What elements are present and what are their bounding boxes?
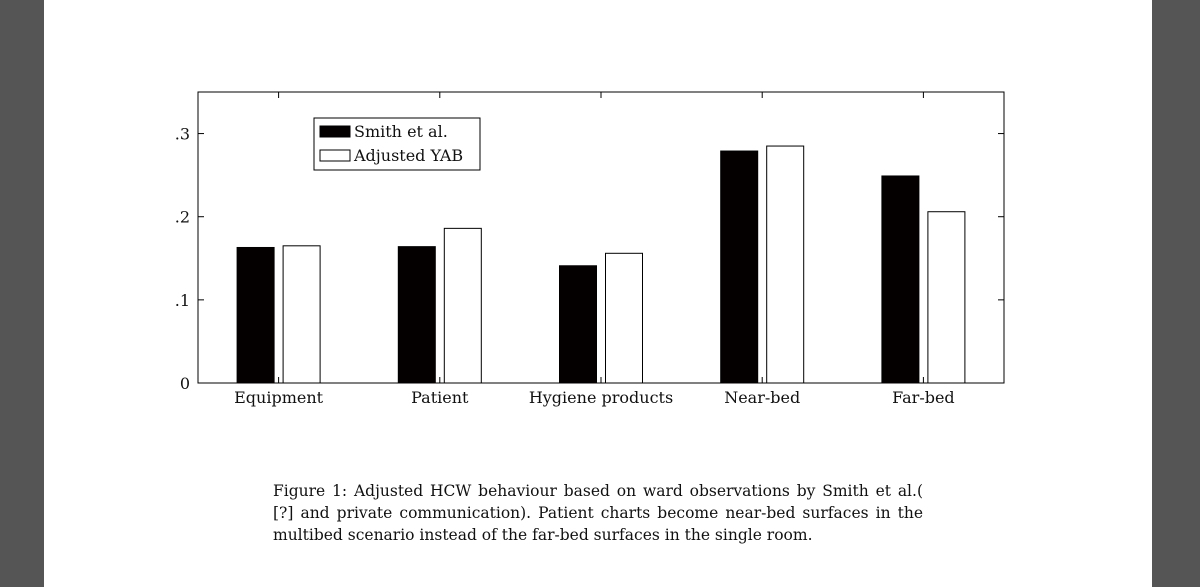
document-page: 0 .1 .2 .3 Equipment Patient Hygiene products N… <box>44 0 1152 587</box>
bar-smith <box>236 246 275 384</box>
legend-swatch <box>319 125 351 138</box>
bar-chart: 0 .1 .2 .3 Equipment Patient Hygiene products N… <box>175 91 1005 407</box>
x-category-label: Near-bed <box>724 388 800 407</box>
bar-adjusted-yab <box>927 211 966 384</box>
bar-smith <box>397 246 436 384</box>
y-tick-label: 0 <box>180 374 190 393</box>
y-tick-label: .1 <box>175 291 190 310</box>
legend-swatch <box>319 149 351 162</box>
figure-caption: Figure 1: Adjusted HCW behaviour based o… <box>273 482 923 544</box>
bar-smith <box>559 265 597 384</box>
y-tick-label: .2 <box>175 208 190 227</box>
x-category-label: Far-bed <box>892 388 955 407</box>
bar-adjusted-yab <box>766 145 805 384</box>
bar-adjusted-yab <box>282 245 321 384</box>
x-category-label: Patient <box>411 388 469 407</box>
bar-smith <box>720 150 759 384</box>
bar-adjusted-yab <box>443 227 482 384</box>
legend-label: Smith et al. <box>354 122 448 141</box>
y-tick-label: .3 <box>175 125 190 144</box>
legend-label: Adjusted YAB <box>353 146 463 165</box>
bar-adjusted-yab <box>605 252 643 384</box>
x-category-label: Equipment <box>234 388 324 407</box>
bar-smith <box>881 175 920 384</box>
x-category-label: Hygiene products <box>529 388 673 407</box>
